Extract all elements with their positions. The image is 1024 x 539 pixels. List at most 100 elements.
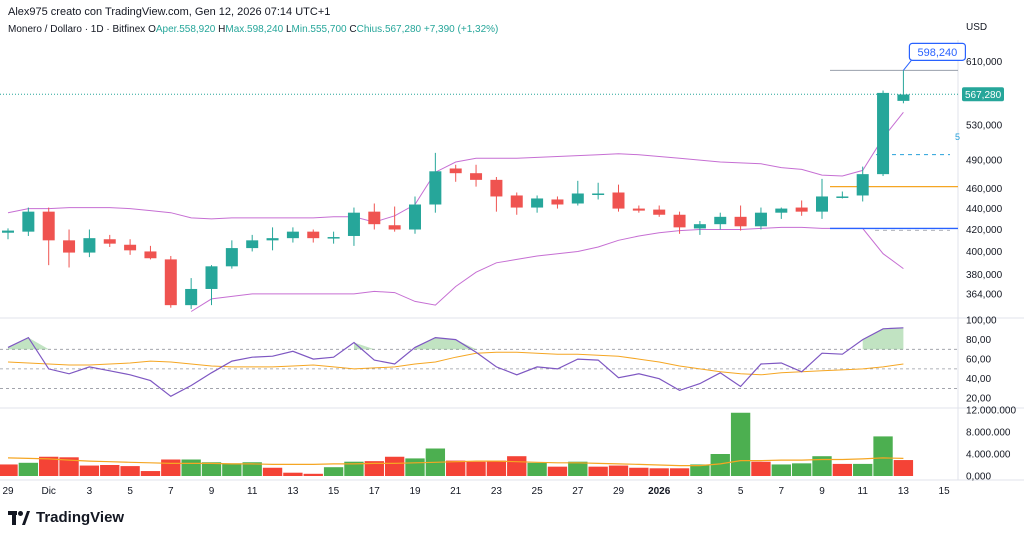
volume-bar (344, 461, 364, 476)
volume-bar (608, 465, 629, 476)
time-tick-label: 7 (168, 486, 174, 497)
volume-bar (446, 460, 466, 476)
volume-bar (303, 473, 323, 476)
close-label: C (349, 24, 357, 35)
volume-bar (730, 412, 751, 476)
volume-tick-label: 0,000 (966, 472, 991, 483)
candle-body (612, 192, 625, 209)
candle-body (571, 193, 584, 204)
bollinger-upper-line (7, 111, 904, 223)
volume-bar (690, 464, 710, 476)
symbol-name[interactable]: Monero / Dollaro · 1D · Bitfinex (8, 24, 146, 35)
candle-body (327, 237, 340, 239)
close-value: Chius.567,280 (356, 24, 422, 35)
volume-bar (201, 462, 222, 476)
price-chart[interactable]: 610,000 5 7 0,000 530,000 490,000 460,000 440,0… (0, 0, 1024, 500)
candle-body (429, 171, 442, 205)
volume-bar (588, 466, 608, 476)
candle-body (897, 94, 910, 101)
time-tick-label: 9 (819, 486, 825, 497)
price-tick-label: 490,000 (966, 156, 1003, 167)
candle-body (510, 195, 523, 208)
volume-bar (873, 436, 893, 476)
time-tick-label: 11 (858, 486, 869, 497)
volume-bar (568, 461, 588, 476)
volume-bar (161, 459, 181, 476)
rsi-tick-label: 20,00 (966, 394, 991, 405)
volume-bar (527, 462, 547, 476)
volume-tick-label: 8.000.000 (966, 428, 1011, 439)
current-price-badge (962, 87, 1004, 102)
high-label: H (218, 24, 226, 35)
candle-body (490, 179, 503, 197)
candle-body (470, 173, 483, 180)
candle-body (42, 211, 55, 241)
rsi-tick-label: 60,00 (966, 355, 991, 366)
open-label: O (148, 24, 156, 35)
volume-bar (39, 456, 59, 476)
change-value: +7,390 (+1,32%) (423, 24, 499, 35)
time-tick-label: 7 (779, 486, 785, 497)
time-tick-label: 27 (572, 486, 584, 497)
time-tick-label: 25 (532, 486, 544, 497)
volume-bar (283, 472, 303, 476)
volume-bar (547, 466, 568, 476)
candle-body (632, 208, 645, 211)
volume-bar (832, 463, 853, 476)
cyan-label-fragment: 5 (955, 132, 960, 142)
candle-body (409, 204, 421, 230)
low-value: Min.555,700 (291, 24, 347, 35)
time-tick-label: Dic (41, 486, 55, 497)
candle-body (144, 251, 157, 259)
rsi-tick-label: 80,00 (966, 335, 991, 346)
candle-body (877, 92, 890, 175)
volume-bar (791, 463, 812, 476)
volume-bar (405, 458, 425, 476)
price-tick-label: 380,000 (966, 270, 1003, 281)
candle-body (63, 240, 76, 253)
low-label: L (285, 24, 292, 35)
time-tick-label: 3 (697, 486, 703, 497)
time-tick-label: 5 (127, 486, 133, 497)
rsi-tick-label: 100,00 (966, 316, 997, 327)
current-price-label: 567,280 (965, 90, 1002, 101)
candle-body (388, 225, 401, 230)
volume-bar (364, 461, 384, 476)
volume-bar (242, 462, 262, 476)
symbol-legend: Monero / Dollaro · 1D · Bitfinex OAper.5… (8, 24, 498, 35)
candle-body (754, 212, 767, 227)
volume-bar (323, 467, 344, 476)
candle-body (22, 211, 35, 232)
candle-body (816, 196, 828, 212)
volume-bar (466, 461, 486, 476)
volume-bar (710, 454, 730, 476)
volume-bar (384, 456, 405, 476)
candle-body (164, 259, 177, 306)
candle-body (286, 231, 299, 239)
price-tick-label: 530,000 (966, 120, 1003, 131)
volume-bar (751, 461, 771, 476)
bollinger-lower-line (190, 226, 904, 312)
time-tick-label: 17 (369, 486, 381, 497)
candle-body (205, 266, 218, 289)
time-tick-label: 9 (209, 486, 215, 497)
candle-body (124, 244, 137, 251)
currency-unit[interactable]: USD (966, 22, 988, 33)
rsi-overbought-fill (353, 342, 375, 350)
tradingview-brand: TradingView (36, 509, 125, 526)
price-tick-label: 460,000 (966, 184, 1003, 195)
volume-bar (18, 462, 39, 476)
volume-bar (771, 464, 791, 476)
open-value: Aper.558,920 (155, 24, 216, 35)
tradingview-logo[interactable]: TradingView (8, 509, 124, 526)
high-value: Max.598,240 (225, 24, 284, 35)
candle-body (551, 199, 564, 205)
volume-bar (262, 467, 283, 476)
candle-body (103, 239, 116, 244)
time-tick-label: 11 (247, 486, 258, 497)
volume-tick-label: 4.000.000 (966, 450, 1011, 461)
candle-body (653, 209, 666, 215)
time-tick-label: 15 (939, 486, 951, 497)
time-tick-label: 13 (287, 486, 299, 497)
volume-bar (120, 466, 140, 476)
